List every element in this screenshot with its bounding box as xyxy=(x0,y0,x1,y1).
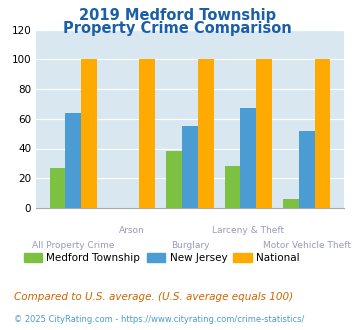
Text: Motor Vehicle Theft: Motor Vehicle Theft xyxy=(263,241,351,250)
Bar xyxy=(256,59,272,208)
Text: Burglary: Burglary xyxy=(171,241,209,250)
Text: Compared to U.S. average. (U.S. average equals 100): Compared to U.S. average. (U.S. average … xyxy=(14,292,293,302)
Text: Larceny & Theft: Larceny & Theft xyxy=(212,226,284,235)
Text: © 2025 CityRating.com - https://www.cityrating.com/crime-statistics/: © 2025 CityRating.com - https://www.city… xyxy=(14,315,305,324)
Bar xyxy=(315,59,330,208)
Text: Property Crime Comparison: Property Crime Comparison xyxy=(63,21,292,36)
Bar xyxy=(225,166,240,208)
Text: Arson: Arson xyxy=(119,226,144,235)
Text: 2019 Medford Township: 2019 Medford Township xyxy=(79,8,276,23)
Legend: Medford Township, New Jersey, National: Medford Township, New Jersey, National xyxy=(20,248,304,267)
Bar xyxy=(50,168,65,208)
Bar xyxy=(182,126,198,208)
Bar xyxy=(198,59,214,208)
Bar xyxy=(166,151,182,208)
Bar xyxy=(299,131,315,208)
Bar xyxy=(283,199,299,208)
Text: All Property Crime: All Property Crime xyxy=(32,241,114,250)
Bar xyxy=(240,108,256,208)
Bar xyxy=(65,113,81,208)
Bar xyxy=(140,59,155,208)
Bar xyxy=(81,59,97,208)
